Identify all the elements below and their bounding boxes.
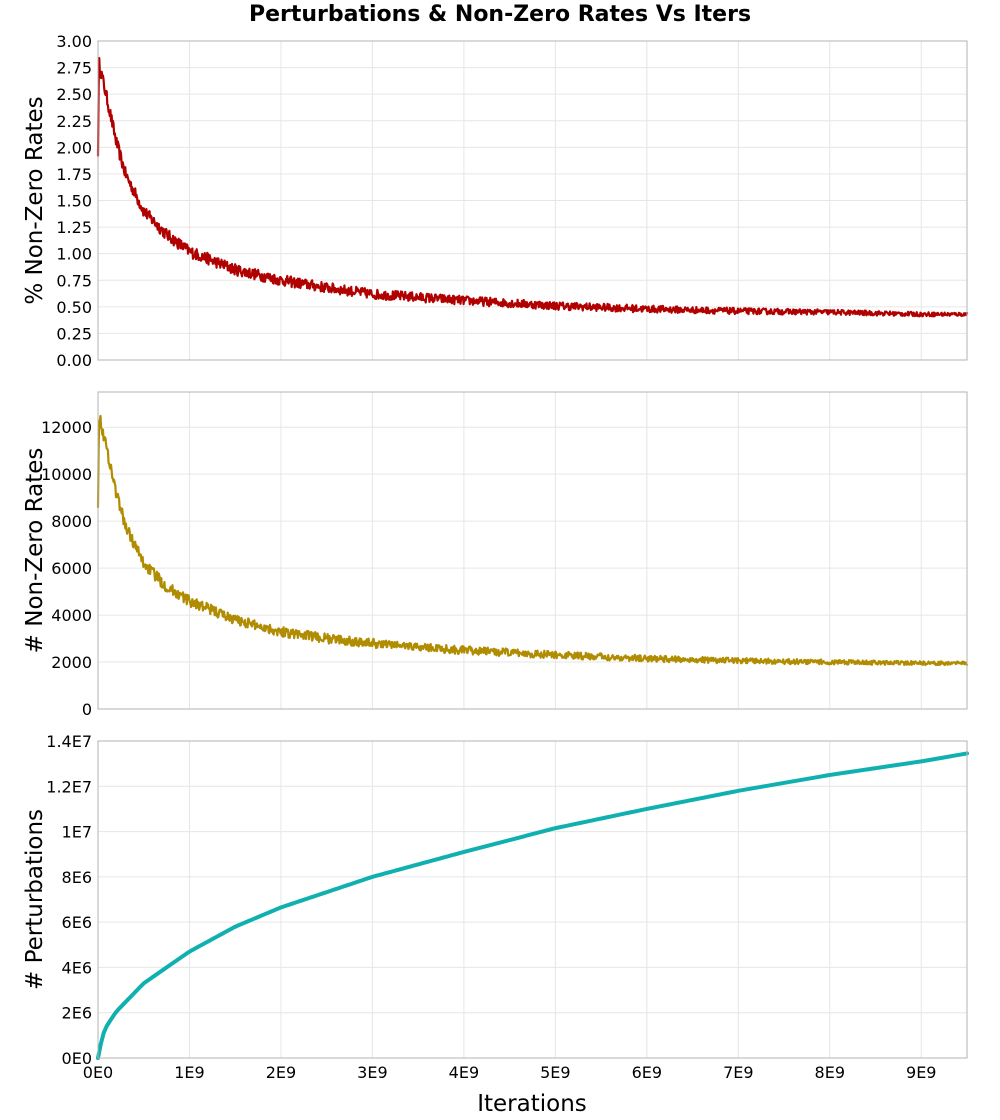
y-tick-label: 1.2E7 <box>46 777 92 796</box>
y-tick-label: 6000 <box>51 559 92 578</box>
x-tick-label: 1E9 <box>174 1063 204 1082</box>
x-tick-label: 3E9 <box>357 1063 387 1082</box>
y-tick-label: 1.50 <box>56 192 92 211</box>
y-tick-label: 8E6 <box>62 868 92 887</box>
x-axis-label: Iterations <box>477 1091 587 1117</box>
y-tick-label: 4000 <box>51 606 92 625</box>
chart-title: Perturbations & Non-Zero Rates Vs Iters <box>248 2 752 27</box>
plot-frame <box>97 391 968 710</box>
y-tick-label: 0.75 <box>56 271 92 290</box>
y-tick-label: 2.25 <box>56 112 92 131</box>
y-tick-label: 4E6 <box>62 958 92 977</box>
x-tick-label: 7E9 <box>723 1063 753 1082</box>
x-tick-label: 5E9 <box>540 1063 570 1082</box>
x-tick-label: 8E9 <box>815 1063 845 1082</box>
x-tick-label: 6E9 <box>632 1063 662 1082</box>
y-tick-label: 0 <box>82 700 92 719</box>
y-tick-label: 2.75 <box>56 59 92 78</box>
y-tick-label: 0.25 <box>56 324 92 343</box>
series-line <box>96 56 969 318</box>
y-axis-label: # Perturbations <box>22 809 48 990</box>
x-tick-label: 0E0 <box>83 1063 113 1082</box>
series-line <box>96 751 969 1060</box>
y-tick-label: 8000 <box>51 512 92 531</box>
y-tick-label: 1.00 <box>56 245 92 264</box>
y-tick-label: 3.00 <box>56 32 92 51</box>
panel-perturbations: 0E0 2E6 4E6 6E6 8E6 1E7 1.2E7 1.4E7 # Perturbati… <box>22 732 969 1082</box>
panel-pct-nonzero-rates: 0.00 0.25 0.50 0.75 1.00 1.25 1.50 1.75 2.00 2.25… <box>22 32 969 370</box>
y-tick-label: 1.25 <box>56 218 92 237</box>
x-tick-label: 4E9 <box>449 1063 479 1082</box>
y-tick-label: 0.50 <box>56 298 92 317</box>
y-tick-label: 1E7 <box>62 823 92 842</box>
y-tick-label: 10000 <box>41 465 92 484</box>
x-tick-label: 2E9 <box>266 1063 296 1082</box>
y-tick-label: 2000 <box>51 653 92 672</box>
plot-frame <box>97 40 968 361</box>
y-tick-label: 2E6 <box>62 1004 92 1023</box>
y-tick-label: 12000 <box>41 418 92 437</box>
y-tick-label: 1.75 <box>56 165 92 184</box>
y-tick-label: 1.4E7 <box>46 732 92 751</box>
y-axis-label: # Non-Zero Rates <box>22 448 48 654</box>
y-tick-label: 0.00 <box>56 351 92 370</box>
panel-count-nonzero-rates: 0 2000 4000 6000 8000 10000 12000 # Non-Zero Ra… <box>22 391 969 719</box>
x-tick-label: 9E9 <box>906 1063 936 1082</box>
y-tick-label: 0E0 <box>62 1049 92 1068</box>
plot-frame <box>97 740 968 1059</box>
series-line <box>96 414 969 667</box>
y-axis-label: % Non-Zero Rates <box>22 96 48 304</box>
y-tick-label: 6E6 <box>62 913 92 932</box>
y-tick-label: 2.00 <box>56 138 92 157</box>
y-tick-label: 2.50 <box>56 85 92 104</box>
